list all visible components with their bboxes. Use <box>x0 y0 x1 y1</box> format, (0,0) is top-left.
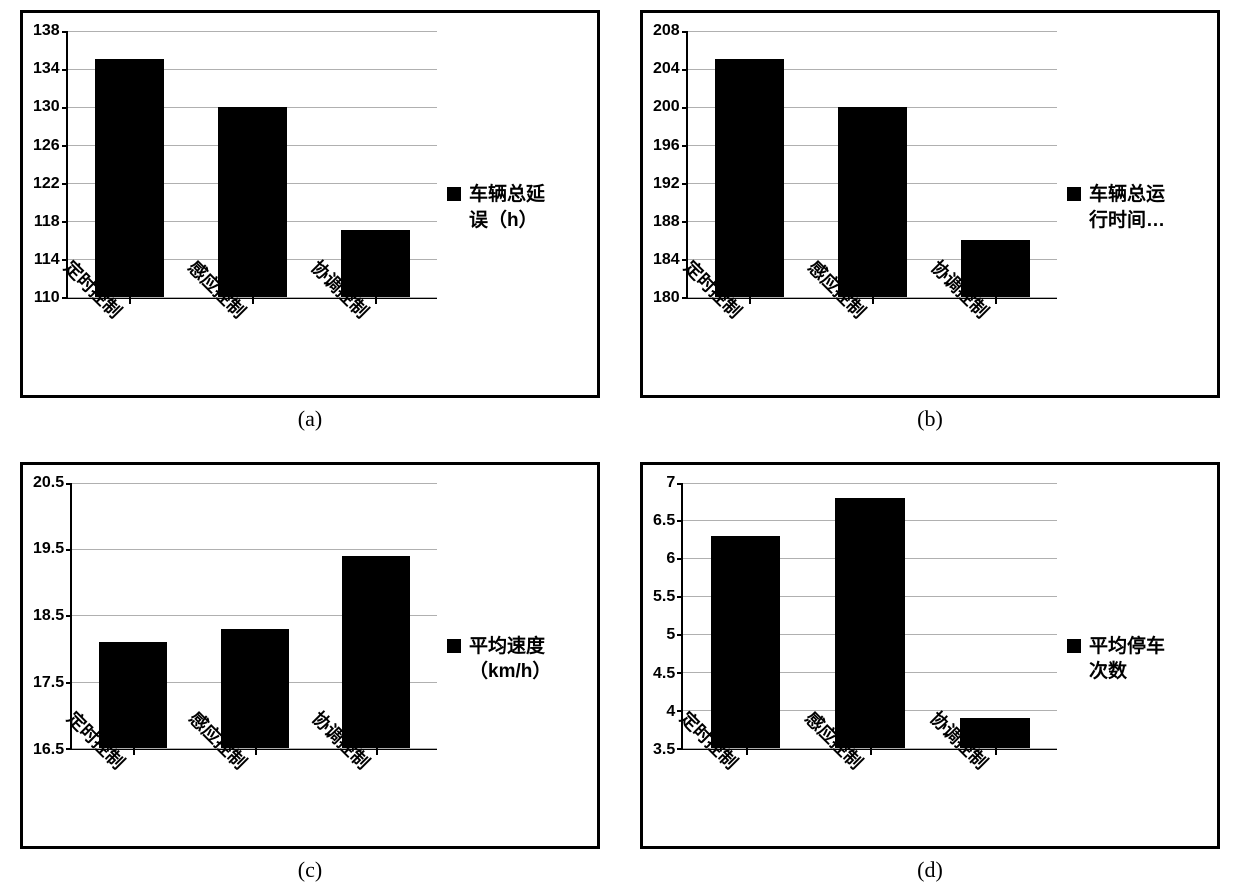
caption-c: (c) <box>298 857 322 883</box>
bar <box>715 59 784 296</box>
x-label-row-b: 定时控制感应控制协调控制 <box>686 299 1057 385</box>
x-label-slot: 定时控制 <box>66 299 190 385</box>
bar <box>711 536 781 748</box>
panel-a: 138134130126122118114110 定时控制感应控制协调控制 车辆… <box>20 10 600 432</box>
x-labels-c: 定时控制感应控制协调控制 <box>33 750 437 836</box>
plot-wrap: 138134130126122118114110 定时控制感应控制协调控制 <box>33 31 437 385</box>
x-label-row-d: 定时控制感应控制协调控制 <box>681 750 1057 836</box>
bar <box>221 629 289 748</box>
bar-slot <box>683 483 808 749</box>
x-label-slot: 协调控制 <box>313 299 437 385</box>
bar-slot <box>314 31 437 297</box>
bars-a <box>68 31 437 297</box>
plot-wrap: 208204200196192188184180 定时控制感应控制协调控制 <box>653 31 1057 385</box>
legend-item: 平均停车次数 <box>1067 634 1165 685</box>
x-labels-d: 定时控制感应控制协调控制 <box>653 750 1057 836</box>
bar-slot <box>191 31 314 297</box>
legend-label-b: 车辆总运行时间… <box>1089 182 1165 233</box>
bar-slot <box>194 483 316 749</box>
legend-swatch-icon <box>1067 639 1081 653</box>
bar <box>342 556 410 748</box>
bar-slot <box>934 31 1057 297</box>
bars-region-b <box>686 31 1057 299</box>
bars-c <box>72 483 437 749</box>
spacer <box>653 299 686 385</box>
x-label-row-c: 定时控制感应控制协调控制 <box>70 750 437 836</box>
bars-d <box>683 483 1057 749</box>
x-label-slot: 协调控制 <box>932 750 1057 836</box>
legend-swatch-icon <box>1067 187 1081 201</box>
chart-box-c: 20.519.518.517.516.5 定时控制感应控制协调控制 平均速度（k… <box>20 462 600 850</box>
bar <box>218 107 287 297</box>
spacer <box>33 750 70 836</box>
bar-slot <box>315 483 437 749</box>
bars-region-c <box>70 483 437 751</box>
plot-wrap: 20.519.518.517.516.5 定时控制感应控制协调控制 <box>33 483 437 837</box>
bars-region-d <box>681 483 1057 751</box>
legend-swatch-icon <box>447 639 461 653</box>
spacer <box>653 750 681 836</box>
chart-grid: 138134130126122118114110 定时控制感应控制协调控制 车辆… <box>0 0 1240 893</box>
x-label-slot: 协调控制 <box>315 750 437 836</box>
plot-area: 138134130126122118114110 <box>33 31 437 299</box>
plot-area: 20.519.518.517.516.5 <box>33 483 437 751</box>
bars-b <box>688 31 1057 297</box>
bar-slot <box>688 31 811 297</box>
legend-item: 车辆总延误（h） <box>447 182 545 233</box>
legend-swatch-icon <box>447 187 461 201</box>
plot-area: 76.565.554.543.5 <box>653 483 1057 751</box>
legend-label-c: 平均速度（km/h） <box>469 634 551 685</box>
legend-label-d: 平均停车次数 <box>1089 634 1165 685</box>
caption-a: (a) <box>298 406 322 432</box>
bar <box>95 59 164 296</box>
caption-b: (b) <box>917 406 943 432</box>
plot-wrap: 76.565.554.543.5 定时控制感应控制协调控制 <box>653 483 1057 837</box>
x-label-slot: 感应控制 <box>806 750 931 836</box>
chart-box-b: 208204200196192188184180 定时控制感应控制协调控制 车辆… <box>640 10 1220 398</box>
legend-a: 车辆总延误（h） <box>437 31 587 385</box>
panel-b: 208204200196192188184180 定时控制感应控制协调控制 车辆… <box>640 10 1220 432</box>
x-label-slot: 定时控制 <box>686 299 810 385</box>
x-labels-a: 定时控制感应控制协调控制 <box>33 299 437 385</box>
y-axis-c: 20.519.518.517.516.5 <box>33 483 70 751</box>
bar-slot <box>72 483 194 749</box>
x-labels-b: 定时控制感应控制协调控制 <box>653 299 1057 385</box>
bar-slot <box>932 483 1057 749</box>
bar-slot <box>808 483 933 749</box>
legend-item: 平均速度（km/h） <box>447 634 551 685</box>
x-label-slot: 定时控制 <box>681 750 806 836</box>
panel-d: 76.565.554.543.5 定时控制感应控制协调控制 平均停车次数 <box>640 462 1220 884</box>
x-label-slot: 协调控制 <box>933 299 1057 385</box>
bar <box>838 107 907 297</box>
plot-area: 208204200196192188184180 <box>653 31 1057 299</box>
bars-region-a <box>66 31 437 299</box>
bar-slot <box>68 31 191 297</box>
chart-box-a: 138134130126122118114110 定时控制感应控制协调控制 车辆… <box>20 10 600 398</box>
legend-item: 车辆总运行时间… <box>1067 182 1165 233</box>
legend-c: 平均速度（km/h） <box>437 483 587 837</box>
x-label-slot: 感应控制 <box>810 299 934 385</box>
legend-d: 平均停车次数 <box>1057 483 1207 837</box>
chart-box-d: 76.565.554.543.5 定时控制感应控制协调控制 平均停车次数 <box>640 462 1220 850</box>
x-label-row-a: 定时控制感应控制协调控制 <box>66 299 437 385</box>
x-label-slot: 感应控制 <box>192 750 314 836</box>
legend-b: 车辆总运行时间… <box>1057 31 1207 385</box>
x-label-slot: 定时控制 <box>70 750 192 836</box>
caption-d: (d) <box>917 857 943 883</box>
legend-label-a: 车辆总延误（h） <box>469 182 545 233</box>
bar <box>99 642 167 748</box>
x-label-slot: 感应控制 <box>190 299 314 385</box>
panel-c: 20.519.518.517.516.5 定时控制感应控制协调控制 平均速度（k… <box>20 462 600 884</box>
bar <box>835 498 905 748</box>
spacer <box>33 299 66 385</box>
bar-slot <box>811 31 934 297</box>
